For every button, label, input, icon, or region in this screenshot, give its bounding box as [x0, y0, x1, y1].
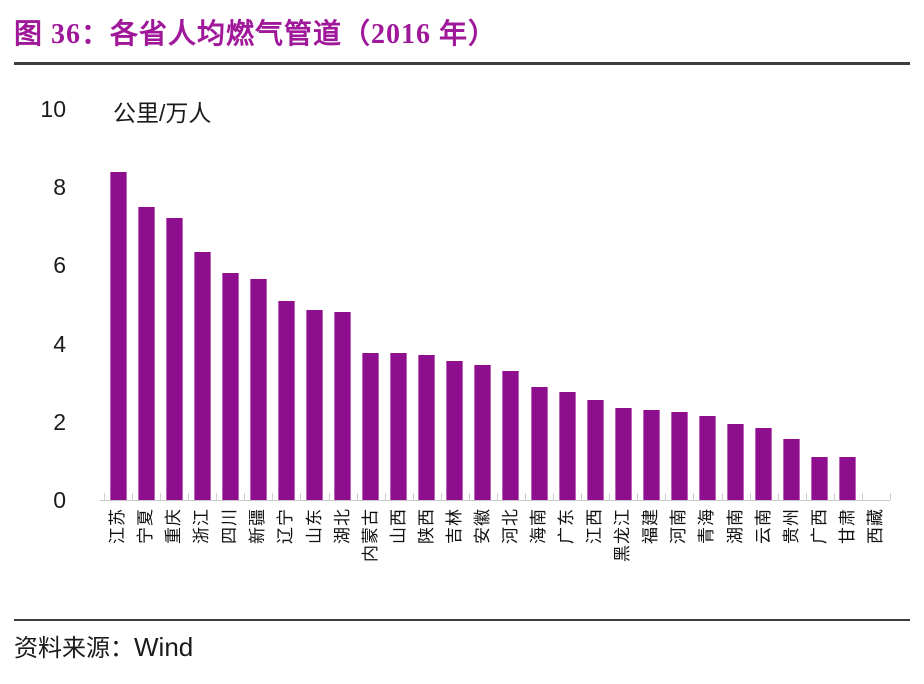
bar [277, 301, 295, 500]
x-axis-category-label: 广西 [809, 508, 829, 544]
y-axis-tick-label: 10 [40, 96, 66, 122]
x-axis-category-label: 江苏 [108, 508, 127, 544]
bar [109, 172, 127, 500]
x-axis-category-label: 江西 [585, 508, 605, 544]
x-axis-tick-mark [861, 493, 863, 500]
y-axis-tick-label: 0 [53, 487, 66, 513]
x-axis-tick-mark [833, 493, 835, 500]
x-axis-tick-mark [525, 493, 526, 500]
bar [670, 412, 688, 500]
x-axis-tick-mark [468, 493, 470, 500]
y-axis-tick-label: 4 [53, 330, 66, 357]
bar [446, 361, 464, 500]
x-axis-tick-mark [384, 493, 386, 500]
bar [305, 310, 323, 500]
x-axis-category-label: 山西 [388, 508, 408, 544]
x-axis-tick-mark [749, 493, 751, 500]
x-axis-line [99, 500, 890, 501]
x-axis-tick-mark [272, 493, 274, 500]
x-axis-tick-mark [637, 493, 639, 500]
x-axis-category-label: 重庆 [164, 508, 184, 544]
x-axis-tick-mark [216, 493, 218, 500]
x-axis-category-label: 内蒙古 [360, 508, 380, 562]
x-axis-category-label: 湖北 [332, 508, 352, 544]
x-axis-tick-mark [300, 493, 302, 500]
x-axis-category-label: 辽宁 [276, 508, 296, 544]
x-axis-tick-mark [777, 493, 779, 500]
bar [558, 392, 576, 500]
bar [137, 207, 155, 500]
x-axis-tick-mark [132, 493, 134, 500]
x-axis-category-label: 西藏 [865, 508, 885, 544]
x-axis-category-label: 湖南 [725, 508, 745, 544]
bar [530, 387, 548, 500]
bar [193, 252, 211, 500]
x-axis-category-label: 陕西 [416, 508, 436, 544]
bar [418, 355, 436, 500]
x-axis-category-label: 广东 [557, 508, 577, 544]
x-axis-category-label: 云南 [753, 508, 773, 544]
x-axis-tick-mark [889, 493, 891, 500]
x-axis-category-label: 宁夏 [136, 508, 156, 544]
footer-divider-line [14, 619, 910, 621]
bar [502, 371, 520, 500]
x-axis-category-label: 安徽 [472, 508, 492, 544]
y-axis-unit-label: 公里/万人 [113, 100, 212, 126]
bar [362, 353, 380, 500]
bar [474, 365, 492, 500]
x-axis-tick-mark [103, 493, 105, 500]
x-axis-tick-mark [805, 493, 807, 500]
bar [727, 424, 745, 500]
y-axis-tick-label: 6 [53, 252, 66, 279]
x-axis-category-label: 河南 [669, 508, 689, 544]
source-label: 资料来源： [14, 636, 134, 662]
x-axis-category-label: 吉林 [444, 508, 464, 544]
bar [221, 273, 239, 500]
x-axis-tick-mark [160, 493, 162, 500]
figure-title: 图 36：各省人均燃气管道（2016 年） [14, 19, 498, 50]
x-axis-tick-mark [609, 493, 611, 500]
x-axis-tick-mark [188, 493, 190, 500]
title-divider-line [14, 62, 910, 65]
x-axis-tick-mark [328, 493, 330, 500]
bar [642, 410, 660, 500]
x-axis-category-label: 黑龙江 [613, 508, 633, 562]
x-axis-category-label: 海南 [529, 508, 549, 544]
bar [586, 400, 604, 500]
x-axis-category-label: 贵州 [781, 508, 801, 544]
x-axis-tick-mark [496, 493, 498, 500]
source-note: 资料来源：Wind [14, 628, 193, 663]
x-axis-tick-mark [553, 493, 555, 500]
x-axis-tick-mark [581, 493, 583, 500]
y-axis-tick-label: 8 [53, 174, 66, 201]
x-axis-category-label: 山东 [304, 508, 324, 544]
bar [839, 457, 857, 500]
bar [614, 408, 632, 500]
bar [755, 428, 773, 500]
x-axis-tick-mark [412, 493, 414, 500]
bar [783, 439, 801, 500]
y-axis-tick-label: 2 [53, 408, 66, 435]
x-axis-tick-mark [693, 493, 695, 500]
bar [334, 312, 352, 500]
source-value: Wind [134, 632, 194, 662]
x-axis-category-label: 福建 [641, 508, 661, 544]
bar [390, 353, 408, 500]
x-axis-category-label: 浙江 [192, 508, 212, 544]
x-axis-tick-mark [721, 493, 723, 500]
x-axis-tick-mark [356, 493, 358, 500]
x-axis-category-label: 新疆 [248, 508, 268, 544]
bar [811, 457, 829, 500]
x-axis-tick-mark [665, 493, 667, 500]
bar [698, 416, 716, 500]
bar [249, 279, 267, 500]
x-axis-category-label: 甘肃 [837, 508, 857, 544]
x-axis-tick-mark [440, 493, 442, 500]
x-axis-category-label: 青海 [697, 508, 717, 544]
bar [165, 218, 183, 500]
x-axis-tick-mark [244, 493, 246, 500]
x-axis-category-label: 河北 [500, 508, 520, 544]
x-axis-category-label: 四川 [220, 508, 240, 544]
